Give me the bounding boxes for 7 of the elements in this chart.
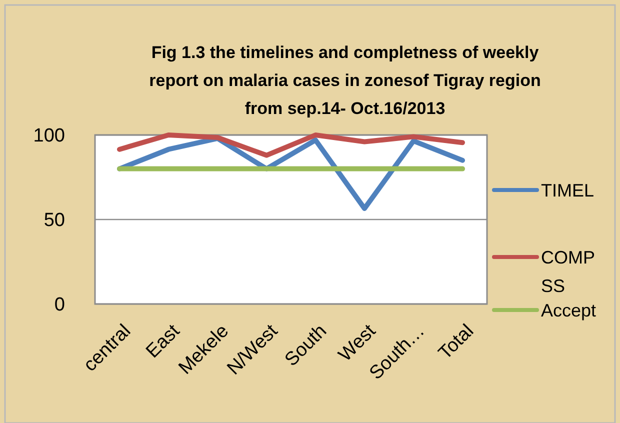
legend-label: TIMEL [541, 180, 594, 200]
legend-label: Accept [541, 300, 596, 320]
y-tick-label: 50 [44, 210, 65, 232]
legend-label: COMP SS [541, 247, 595, 296]
y-tick-label: 100 [33, 126, 65, 147]
chart-title: Fig 1.3 the timelines and completness of weekly report on malaria cases in zonesof Tigray region from sep.14- Oct.16/2013 [149, 43, 541, 118]
y-tick-label: 0 [54, 294, 65, 316]
